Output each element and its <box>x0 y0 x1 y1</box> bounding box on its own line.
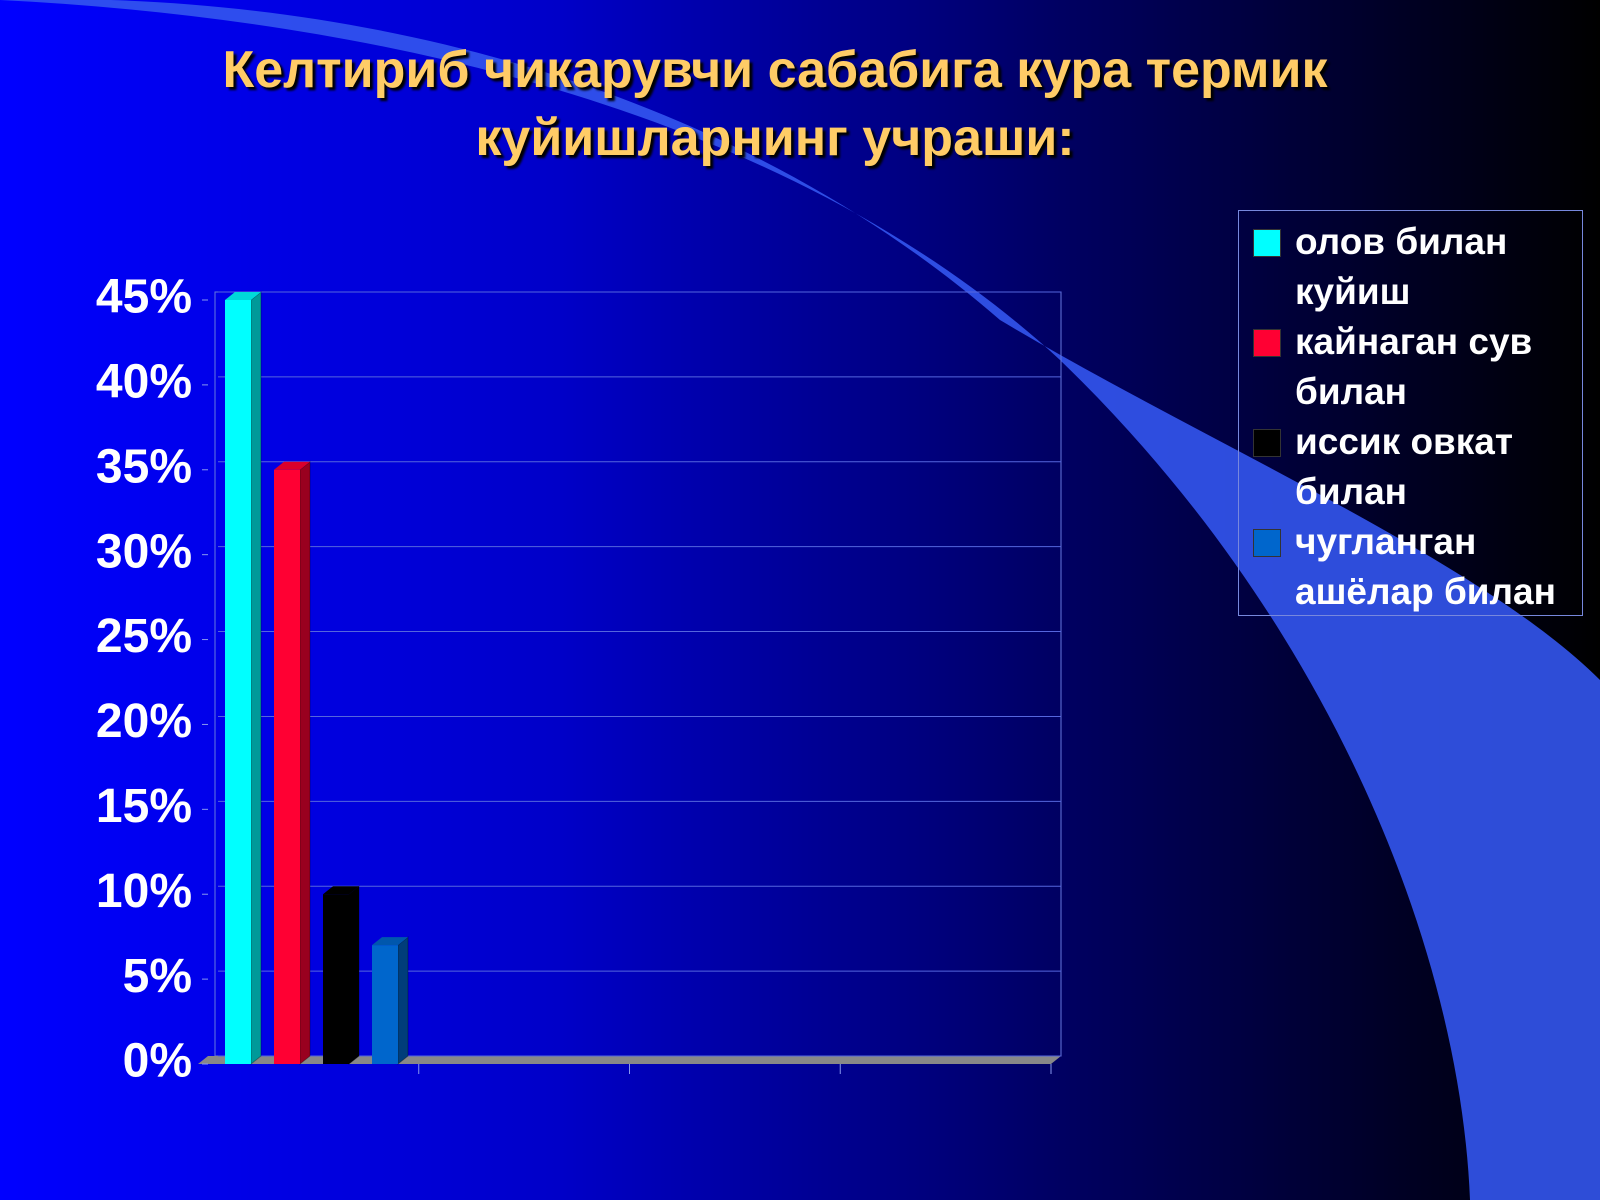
chart-title: Келтириб чикарувчи сабабига кура термик … <box>222 41 1328 167</box>
y-tick-label: 25% <box>96 610 192 663</box>
bar-top <box>323 886 359 895</box>
legend: олов билан куйиш кайнаган сув билан иссик … <box>1238 210 1583 616</box>
floor <box>198 1056 1061 1064</box>
y-tick-label: 35% <box>96 440 192 493</box>
legend-swatch <box>1253 229 1281 257</box>
bar <box>372 945 398 1064</box>
bar <box>323 894 349 1064</box>
y-tick-label: 15% <box>96 780 192 833</box>
bar-side <box>397 936 409 1066</box>
bar-side <box>250 290 262 1066</box>
legend-swatch <box>1253 329 1281 357</box>
y-tick-label: 0% <box>123 1035 192 1088</box>
y-tick-label: 40% <box>96 356 192 409</box>
legend-entry: олов билан куйиш <box>1253 217 1572 317</box>
legend-label: чугланган ашёлар билан <box>1295 521 1556 612</box>
legend-label: олов билан куйиш <box>1295 221 1508 312</box>
legend-entry: иссик овкат билан <box>1253 417 1572 517</box>
bar <box>225 300 251 1064</box>
legend-label: иссик овкат билан <box>1295 421 1514 512</box>
legend-swatch <box>1253 429 1281 457</box>
bar-side <box>299 460 311 1066</box>
y-tick-label: 10% <box>96 865 192 918</box>
bar-top <box>274 461 310 470</box>
legend-entry: кайнаган сув билан <box>1253 317 1572 417</box>
y-tick-label: 30% <box>96 525 192 578</box>
bar <box>274 469 300 1064</box>
y-tick-label: 45% <box>96 271 192 324</box>
bar-side <box>348 885 360 1066</box>
bar-top <box>372 937 408 946</box>
y-tick-label: 5% <box>123 950 192 1003</box>
y-tick-label: 20% <box>96 695 192 748</box>
legend-swatch <box>1253 529 1281 557</box>
bar-top <box>225 292 261 300</box>
legend-entry: чугланган ашёлар билан <box>1253 517 1572 617</box>
legend-label: кайнаган сув билан <box>1295 321 1533 412</box>
